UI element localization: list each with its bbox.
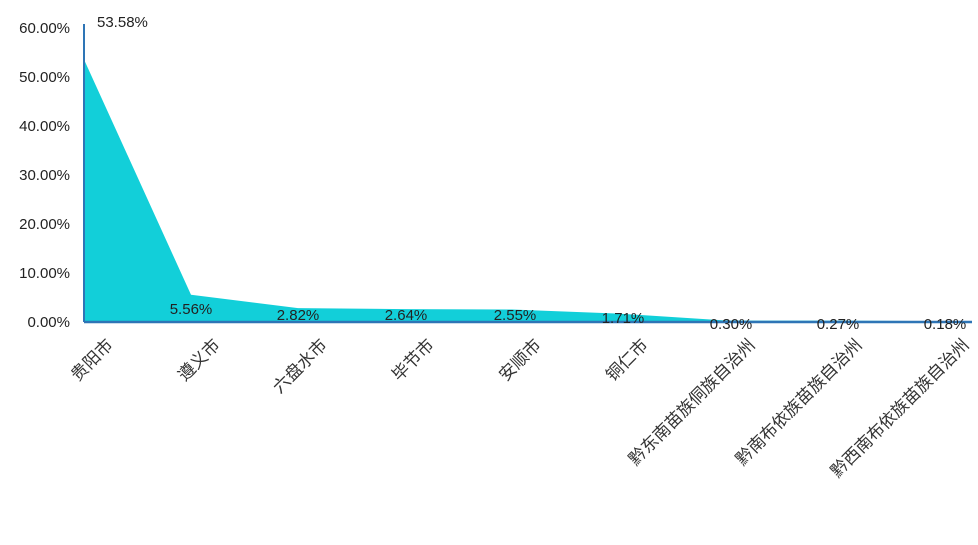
y-tick-label: 40.00% [19,118,70,135]
y-tick-label: 60.00% [19,20,70,37]
data-label: 1.71% [602,310,645,327]
y-tick-label: 10.00% [19,265,70,282]
y-tick-label: 20.00% [19,216,70,233]
y-tick-label: 50.00% [19,69,70,86]
category-label: 贵阳市 [67,335,117,385]
data-label: 0.30% [710,316,753,333]
data-label: 53.58% [97,14,148,31]
category-label: 毕节市 [388,335,438,385]
area-series [84,59,940,322]
data-label: 0.18% [924,316,967,333]
data-label: 2.82% [277,307,320,324]
category-label: 安顺市 [495,335,545,385]
y-tick-label: 0.00% [27,314,70,331]
data-label: 2.55% [494,307,537,324]
category-label: 六盘水市 [269,335,331,397]
data-label: 2.64% [385,307,428,324]
data-label: 5.56% [170,301,213,318]
y-tick-label: 30.00% [19,167,70,184]
category-label: 遵义市 [174,335,224,385]
data-label: 0.27% [817,316,860,333]
category-label: 铜仁市 [602,335,652,385]
